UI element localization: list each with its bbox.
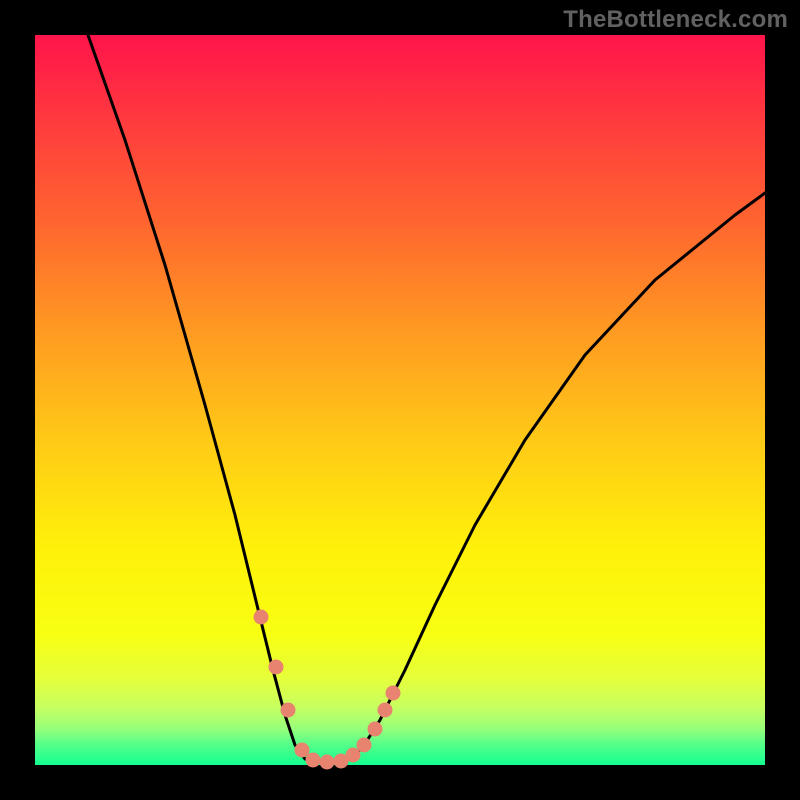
data-marker [357,738,372,753]
watermark: TheBottleneck.com [563,6,788,34]
data-marker [378,703,393,718]
data-marker [306,753,321,768]
data-marker [269,660,284,675]
data-marker [254,610,269,625]
data-marker [386,686,401,701]
data-markers [254,610,401,770]
bottleneck-curve [88,35,765,762]
data-marker [320,755,335,770]
plot-area [35,35,765,765]
data-marker [368,722,383,737]
data-marker [281,703,296,718]
curve-layer [35,35,765,765]
